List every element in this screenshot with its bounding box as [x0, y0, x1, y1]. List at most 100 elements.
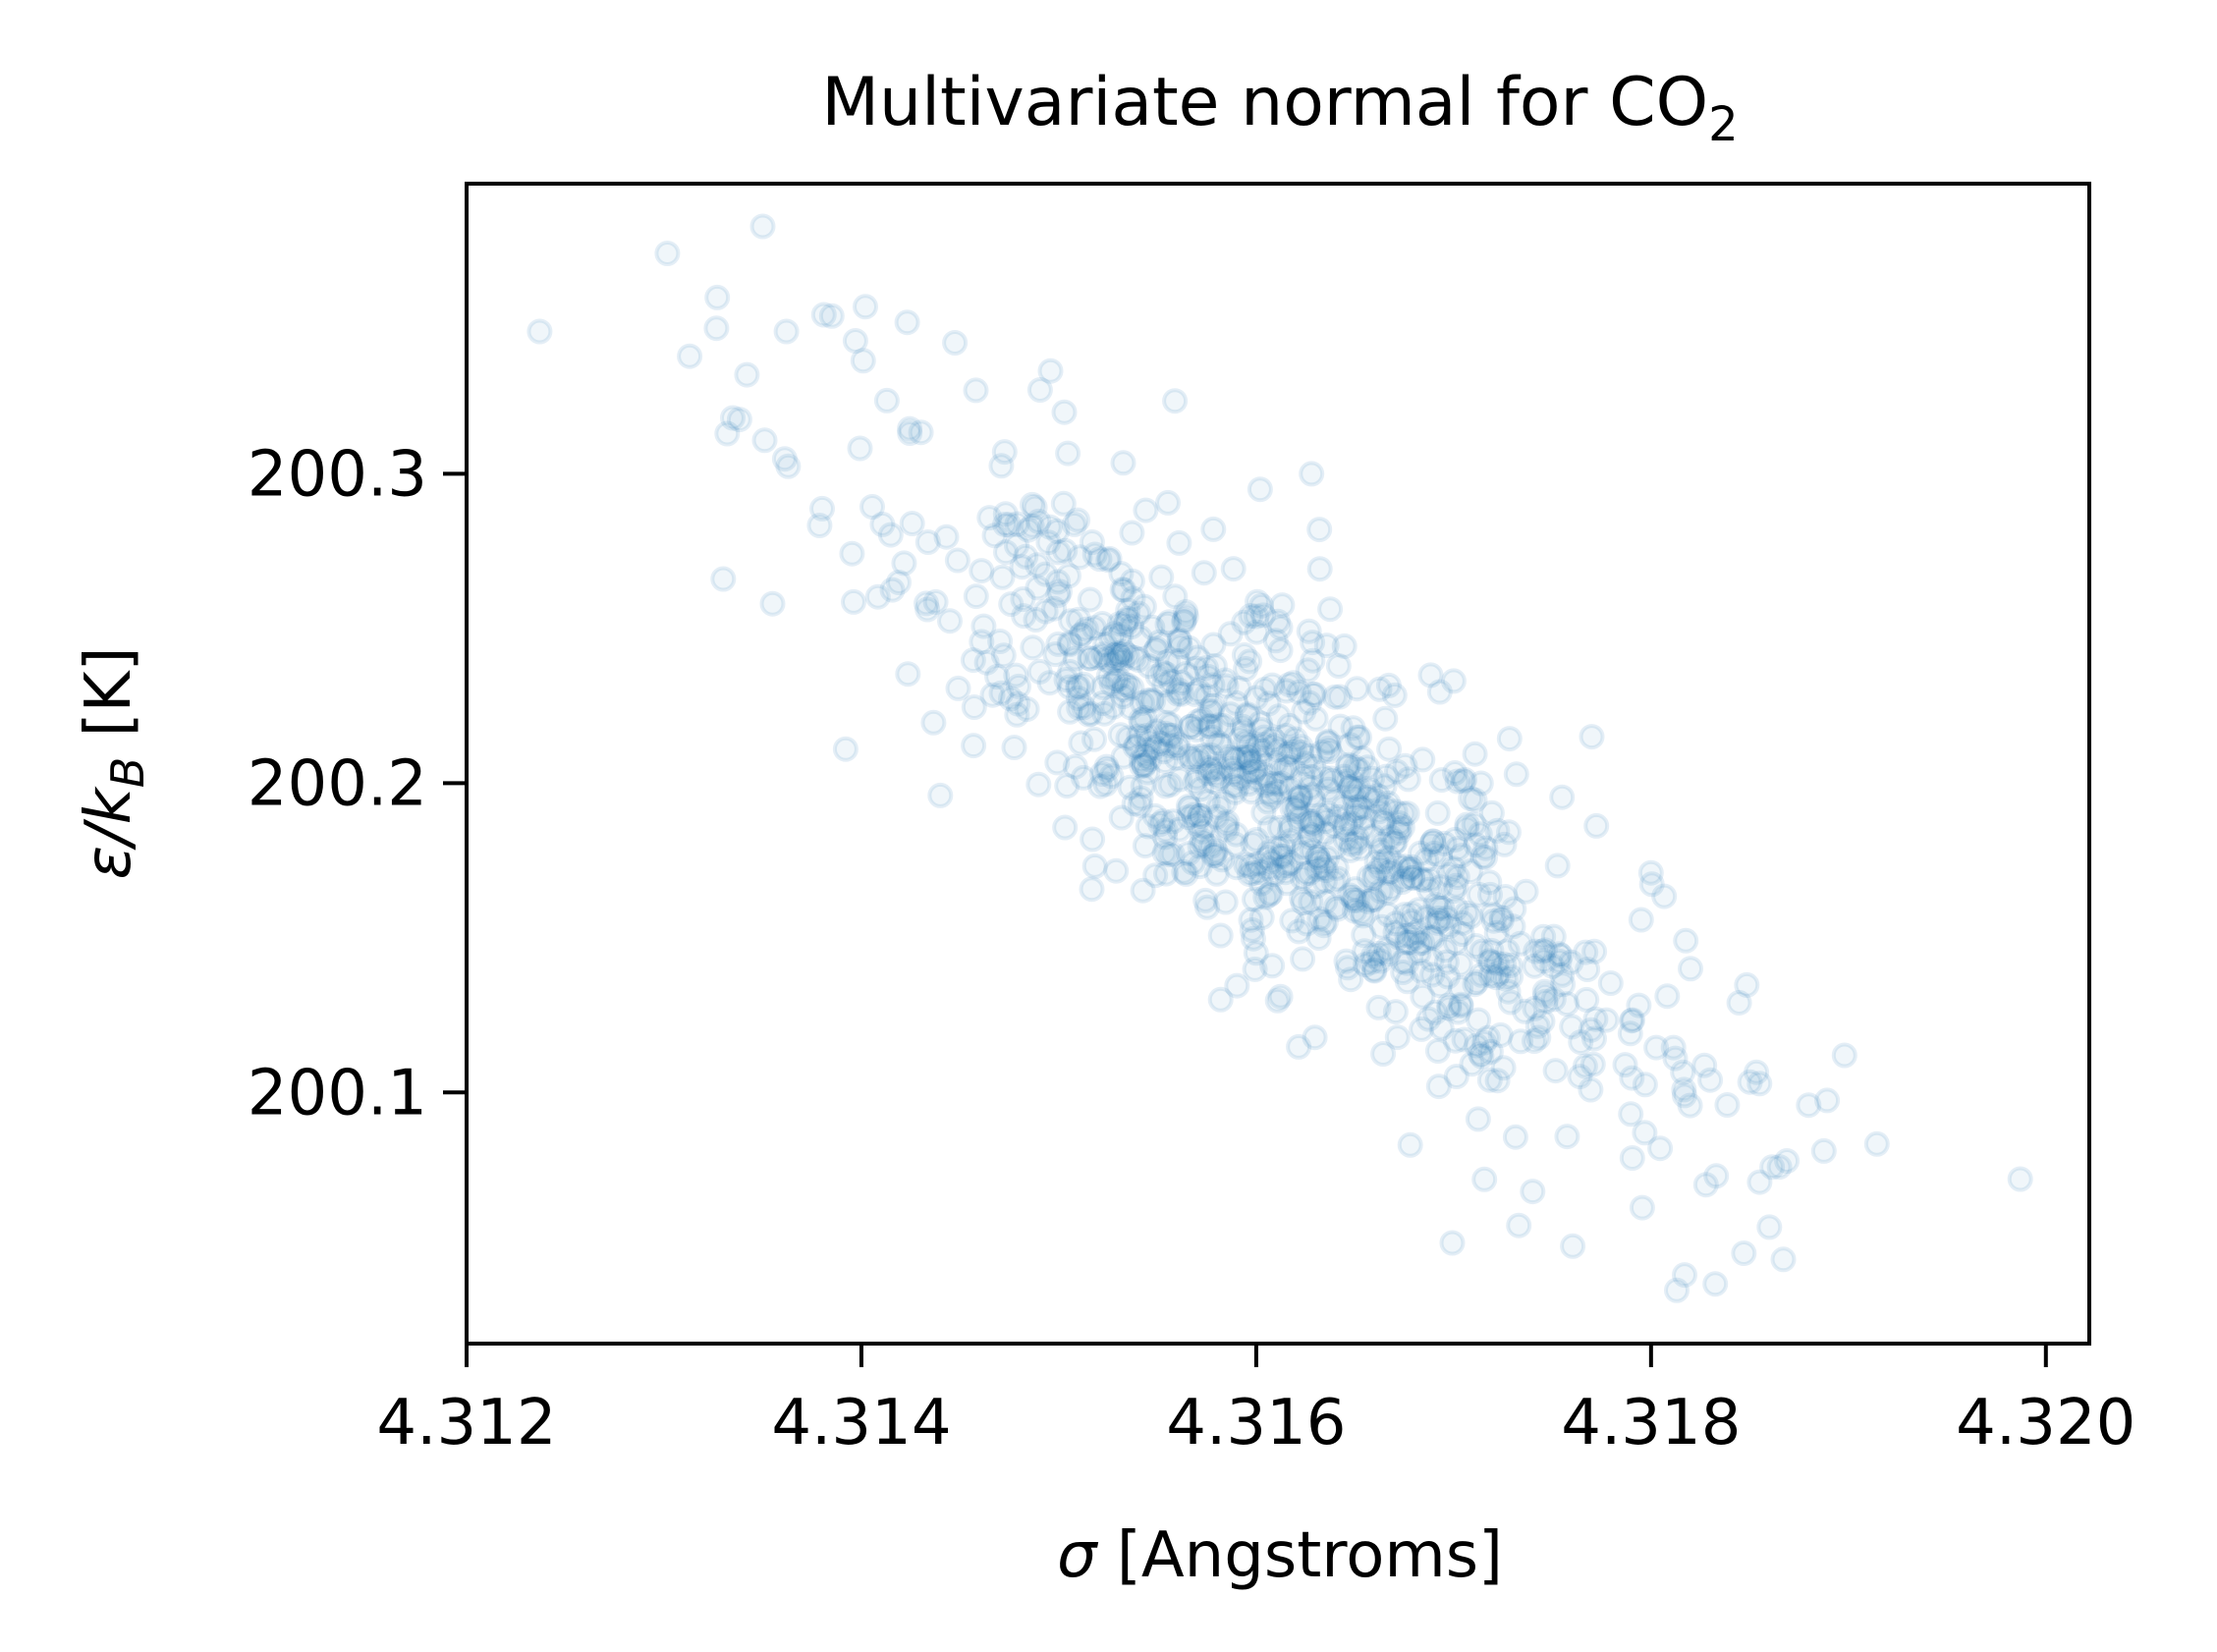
data-point [1197, 713, 1224, 740]
data-point [1201, 842, 1228, 868]
data-point [1146, 629, 1173, 655]
data-point [1375, 902, 1402, 928]
y-tick-label: 200.3 [248, 438, 427, 511]
data-point [1126, 646, 1151, 673]
data-point [1337, 882, 1363, 909]
data-point [1014, 696, 1040, 722]
data-point [1306, 556, 1333, 582]
data-point [1201, 653, 1228, 680]
data-point [1337, 775, 1363, 801]
data-point [1502, 1124, 1528, 1150]
data-point [1647, 1135, 1674, 1162]
data-point [1252, 884, 1279, 910]
data-point [1065, 673, 1091, 699]
data-point [1312, 857, 1339, 884]
data-point [869, 511, 896, 537]
data-point [1344, 887, 1370, 913]
data-point [1238, 854, 1264, 880]
data-point [1410, 930, 1436, 956]
data-point [1122, 734, 1148, 760]
data-point [1411, 867, 1437, 894]
data-point [1264, 779, 1291, 805]
data-point [1301, 812, 1327, 839]
data-point [1244, 826, 1270, 853]
data-point [1612, 1052, 1638, 1078]
data-point [1261, 861, 1288, 888]
data-point [1454, 900, 1479, 926]
data-point [1440, 855, 1467, 882]
data-point [1241, 759, 1267, 785]
data-point [1355, 754, 1381, 781]
data-point [1181, 801, 1207, 828]
data-point [1462, 787, 1488, 813]
data-point [1461, 811, 1487, 838]
data-point [1620, 1007, 1646, 1033]
data-point [1300, 681, 1326, 707]
data-point [1568, 1029, 1594, 1056]
data-point [1025, 771, 1052, 798]
data-point [1098, 671, 1125, 697]
data-point [1233, 729, 1259, 755]
data-point [1185, 644, 1211, 671]
data-point [1192, 887, 1219, 913]
data-point [1448, 843, 1474, 869]
data-point [1107, 644, 1134, 670]
data-point [914, 590, 939, 617]
data-point [1198, 743, 1225, 768]
data-point [1157, 733, 1184, 758]
data-point [1542, 1058, 1569, 1084]
data-point [1488, 905, 1515, 931]
data-point [1176, 743, 1202, 770]
data-point [1025, 552, 1051, 578]
data-point [1350, 745, 1375, 772]
data-point [1006, 673, 1031, 699]
data-point [1019, 491, 1045, 518]
data-point [1089, 674, 1116, 700]
data-point [1302, 682, 1328, 707]
data-point [1338, 966, 1364, 993]
data-point [1419, 925, 1446, 952]
data-point [1392, 752, 1418, 779]
data-point [1365, 940, 1392, 966]
data-point [1127, 792, 1153, 818]
data-point [1274, 853, 1301, 879]
data-point [1286, 805, 1312, 832]
data-point [1202, 838, 1229, 864]
data-point [1524, 1013, 1551, 1039]
data-point [1133, 723, 1159, 749]
data-point [1369, 913, 1395, 940]
data-point [1440, 668, 1467, 694]
data-point [1178, 714, 1203, 740]
data-point [1539, 953, 1566, 979]
data-point [1227, 726, 1253, 752]
data-point [1367, 837, 1394, 863]
data-point [1264, 836, 1291, 862]
data-point [1224, 972, 1250, 999]
data-point [1058, 608, 1084, 634]
data-point [1023, 607, 1049, 633]
data-point [1163, 744, 1190, 771]
data-point [1089, 690, 1116, 716]
data-point [1207, 986, 1234, 1013]
data-point [1189, 706, 1215, 733]
data-point [1333, 948, 1359, 974]
data-point [1371, 773, 1398, 799]
data-point [1278, 850, 1303, 876]
data-point [1199, 756, 1226, 783]
data-point [1077, 645, 1103, 672]
data-point [1288, 734, 1314, 760]
data-point [1582, 1006, 1609, 1032]
data-point [1101, 642, 1127, 669]
y-axis-label-text: [K] [73, 646, 145, 756]
data-point [1238, 748, 1264, 775]
data-point [1249, 738, 1275, 764]
data-point [1001, 735, 1027, 760]
data-point [1540, 923, 1567, 950]
data-point [1173, 599, 1199, 625]
data-point [1503, 761, 1529, 788]
data-point [1156, 609, 1183, 635]
data-point [1559, 1014, 1585, 1040]
data-point [1061, 511, 1087, 537]
data-point [1490, 1055, 1517, 1081]
data-point [1409, 958, 1435, 984]
